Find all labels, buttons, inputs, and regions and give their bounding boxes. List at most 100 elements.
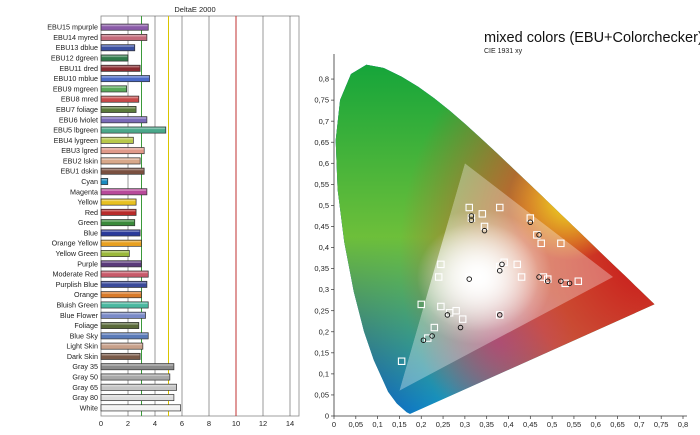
bar-9 (100, 106, 137, 113)
target-point-marker (544, 275, 552, 283)
bar-category-label: EBU14 myred (53, 33, 98, 42)
bar-category-label: EBU1 dskin (60, 167, 98, 176)
bar-highlight (101, 395, 174, 397)
bar-category-label: Yellow (77, 198, 98, 207)
target-point-marker (458, 315, 467, 323)
bar-x-tick-label: 12 (259, 419, 267, 428)
bar-highlight (101, 55, 128, 58)
bar-category-label: White (80, 403, 98, 412)
target-point-marker (574, 277, 583, 285)
bar-category-label: EBU5 lbgreen (53, 126, 98, 135)
bar-14 (100, 157, 141, 165)
cie-y-tick-label: 0,5 (319, 201, 329, 210)
bar-highlight (101, 189, 147, 191)
target-point-marker (496, 311, 504, 319)
bar-highlight (101, 209, 136, 212)
bar-category-label: Orange (74, 290, 98, 299)
bar-29 (100, 311, 146, 319)
target-point-marker (417, 300, 425, 309)
cie-x-tick-label: 0,1 (372, 420, 382, 429)
bar-32 (100, 342, 144, 350)
bar-x-tick-label: 14 (286, 419, 294, 428)
bar-highlight (101, 76, 149, 78)
cie-y-tick-label: 0,6 (319, 159, 329, 168)
bar-highlight (101, 65, 140, 68)
bar-category-label: EBU9 mgreen (53, 84, 98, 93)
bar-highlight (101, 374, 170, 377)
target-point-marker (434, 273, 443, 281)
cie-y-tick-label: 0,35 (314, 264, 329, 273)
bar-37 (100, 394, 175, 402)
measured-point-marker (558, 278, 564, 284)
cie-y-tick-label: 0,75 (314, 96, 329, 105)
cie-x-tick-label: 0,75 (654, 420, 669, 429)
bar-highlight (101, 292, 141, 294)
bar-category-label: Magenta (70, 187, 98, 196)
cie-y-tick-label: 0 (325, 412, 329, 421)
bar-x-tick-label: 4 (153, 419, 157, 428)
bar-24 (100, 260, 142, 268)
bar-5 (100, 64, 141, 72)
cie-x-tick-label: 0,7 (634, 420, 644, 429)
measured-point-marker (527, 219, 534, 226)
bar-category-label: Bluish Green (56, 300, 98, 309)
measured-point-marker (497, 312, 503, 318)
bar-highlight (101, 261, 141, 263)
measured-point-marker (481, 227, 488, 234)
bar-19 (100, 208, 137, 216)
cie-x-tick-label: 0,25 (436, 420, 451, 429)
bar-7 (100, 85, 127, 93)
bar-category-label: EBU11 dred (59, 64, 98, 73)
bar-category-label: Blue Sky (70, 331, 99, 340)
cie-chromaticity-chart: mixed colors (EBU+Colorchecker) CIE 1931… (314, 30, 700, 429)
cie-x-tick-label: 0,5 (547, 420, 557, 429)
bar-highlight (101, 333, 148, 335)
cie-y-tick-label: 0,65 (314, 138, 329, 147)
bar-chart-title: DeltaE 2000 (174, 5, 215, 14)
bar-category-label: EBU15 mpurple (47, 23, 98, 32)
bar-22 (100, 239, 142, 247)
bar-category-label: Moderate Red (52, 270, 98, 279)
target-point-marker (465, 203, 473, 212)
bar-highlight (101, 178, 108, 181)
bar-16 (100, 178, 109, 185)
bar-highlight (101, 45, 135, 47)
bar-x-tick-label: 2 (126, 419, 130, 428)
bar-highlight (101, 148, 144, 150)
measured-point-marker (429, 333, 435, 339)
bar-category-label: EBU7 foliage (56, 105, 98, 114)
cie-x-tick-label: 0,65 (610, 420, 625, 429)
cie-x-tick-label: 0,3 (460, 420, 470, 429)
bar-category-label: Cyan (81, 177, 98, 186)
cie-x-tick-label: 0,35 (479, 420, 494, 429)
bar-3 (100, 44, 136, 52)
bar-30 (100, 322, 140, 329)
bar-category-label: Gray 80 (72, 393, 98, 402)
bar-x-tick-label: 6 (180, 419, 184, 428)
bar-1 (100, 23, 149, 31)
target-point-marker (437, 302, 445, 311)
cie-y-tick-label: 0,15 (314, 348, 329, 357)
bar-31 (100, 332, 149, 340)
bar-21 (100, 229, 141, 237)
bar-6 (100, 75, 150, 83)
bar-11 (100, 126, 167, 134)
bar-10 (100, 116, 148, 124)
cie-x-tick-label: 0,55 (567, 420, 582, 429)
measured-point-marker (566, 280, 573, 287)
cie-x-tick-label: 0,05 (349, 420, 364, 429)
measured-point-marker (545, 278, 551, 284)
cie-y-tick-label: 0,55 (314, 180, 329, 189)
bar-highlight (101, 127, 166, 130)
bar-category-label: Gray 50 (72, 372, 98, 381)
target-point-marker (533, 231, 541, 239)
cie-y-tick-label: 0,05 (314, 391, 329, 400)
cie-x-tick-label: 0,6 (591, 420, 601, 429)
bar-category-label: Blue Flower (60, 311, 99, 320)
target-point-marker (465, 273, 473, 281)
bar-8 (100, 95, 140, 103)
bar-17 (100, 188, 148, 196)
target-point-marker (513, 260, 521, 269)
